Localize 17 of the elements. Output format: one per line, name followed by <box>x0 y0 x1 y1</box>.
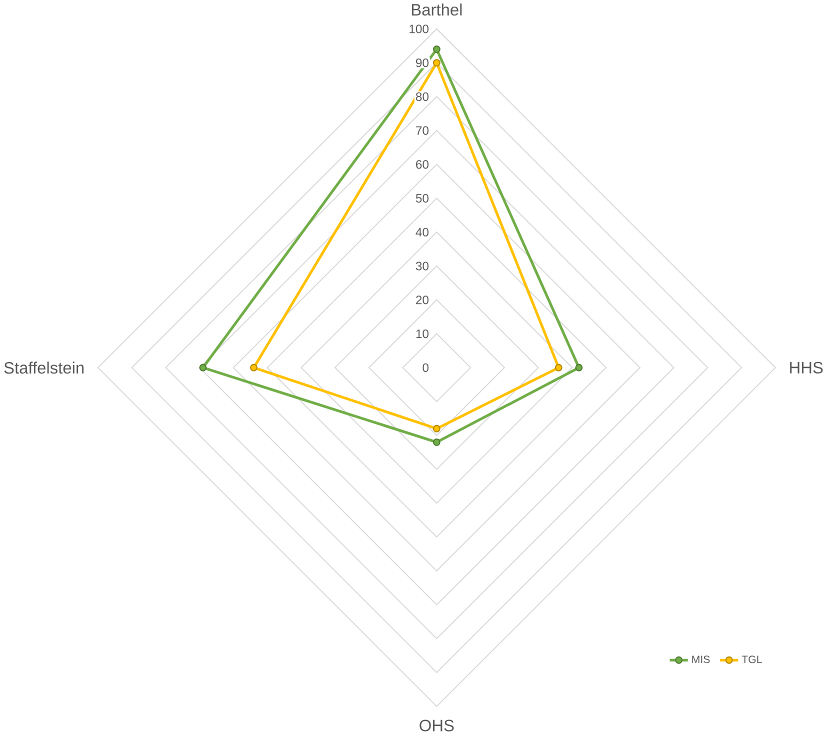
y-tick-label: 60 <box>416 160 429 169</box>
legend-label: TGL <box>742 656 762 664</box>
spoke-label: Staffelstein <box>4 362 84 374</box>
y-tick-label: 10 <box>416 330 429 338</box>
y-tick-label: 70 <box>416 126 429 135</box>
y-tick-label: 100 <box>410 24 429 34</box>
y-tick-label: 80 <box>416 92 429 102</box>
y-tick-label: 50 <box>416 194 429 203</box>
legend-label: MIS <box>692 656 710 664</box>
spoke-label: HHS <box>790 362 823 374</box>
y-tick-label: 40 <box>416 228 429 237</box>
spoke-label: Barthel <box>412 4 462 16</box>
spoke-label: OHS <box>420 720 454 732</box>
y-tick-label: 30 <box>416 262 429 270</box>
y-tick-label: 90 <box>416 58 429 68</box>
y-tick-label: 20 <box>416 296 429 304</box>
y-tick-label: 0 <box>422 363 429 372</box>
